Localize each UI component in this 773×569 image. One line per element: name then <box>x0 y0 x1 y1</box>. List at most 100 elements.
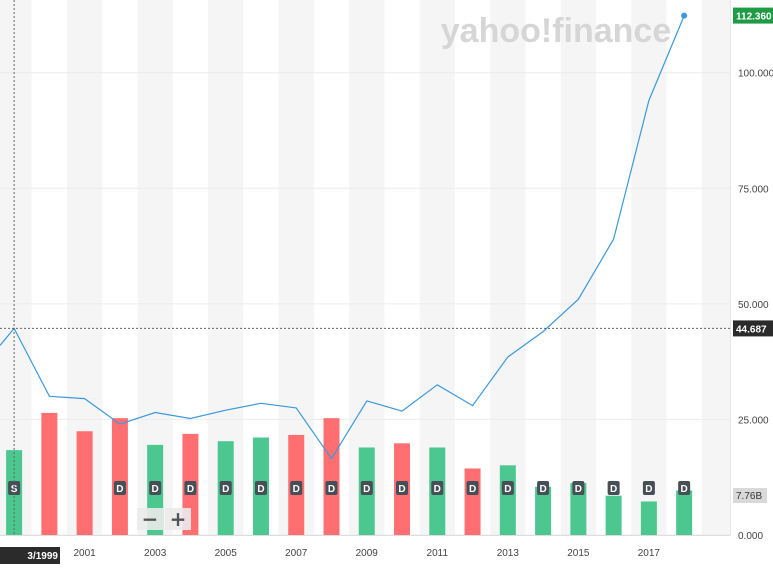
volume-bar <box>676 490 693 535</box>
crosshair-date-label: 3/1999 <box>27 551 58 562</box>
event-marker-box <box>431 481 444 495</box>
event-marker-label: D <box>363 484 370 495</box>
event-markers: SDDDDDDDDDDDDDDDDD <box>8 481 691 495</box>
crosshair-date-box <box>0 547 60 564</box>
event-marker-box <box>360 481 373 495</box>
year-band <box>631 0 667 535</box>
x-tick-label: 2017 <box>638 548 661 559</box>
volume-bar <box>535 486 552 535</box>
y-axis: 0.000 25.000 50.000 75.000 100.000 112.360 7.7… <box>733 7 773 542</box>
x-tick-label: 2011 <box>427 548 449 559</box>
event-marker-label: D <box>222 484 229 495</box>
crosshair-price-label: 44.687 <box>736 324 767 335</box>
event-marker-box <box>113 481 126 495</box>
year-band <box>349 0 385 535</box>
y-tick-label: 0.000 <box>738 531 763 542</box>
event-marker-label: D <box>116 484 123 495</box>
event-marker-box <box>290 481 303 495</box>
event-marker: D <box>537 481 550 495</box>
event-marker-label: D <box>152 484 159 495</box>
event-marker: D <box>219 481 232 495</box>
volume-bar <box>570 483 587 535</box>
event-marker-box <box>325 481 338 495</box>
zoom-out-button[interactable]: − <box>137 508 163 530</box>
event-marker-box <box>678 481 691 495</box>
price-line <box>0 15 685 460</box>
year-band <box>419 0 455 535</box>
x-tick-label: 2007 <box>285 548 308 559</box>
event-marker-box <box>219 481 232 495</box>
event-marker-box <box>607 481 620 495</box>
x-tick-label: 2015 <box>567 548 590 559</box>
x-tick-label: 2005 <box>215 548 238 559</box>
event-marker-label: D <box>293 484 300 495</box>
event-marker: D <box>290 481 303 495</box>
year-band <box>701 0 730 535</box>
event-marker-box <box>572 481 585 495</box>
event-marker-box <box>396 481 409 495</box>
volume-bar <box>323 418 340 535</box>
event-marker: D <box>113 481 126 495</box>
year-band <box>560 0 596 535</box>
event-marker: D <box>149 481 162 495</box>
volume-bar <box>464 468 481 535</box>
x-axis: 2001 2003 2005 2007 2009 2011 2013 2015 2017 <box>0 0 731 559</box>
event-marker-label: D <box>610 484 617 495</box>
event-marker-box <box>184 481 197 495</box>
event-marker-label: D <box>328 484 335 495</box>
y-tick-label: 50.000 <box>738 300 769 311</box>
volume-bar <box>41 412 58 535</box>
zoom-in-button[interactable]: + <box>165 508 191 530</box>
event-marker-label: D <box>434 484 441 495</box>
event-marker: D <box>360 481 373 495</box>
event-marker-label: D <box>575 484 582 495</box>
x-tick-label: 2013 <box>497 548 520 559</box>
y-tick-label: 25.000 <box>738 415 769 426</box>
yahoo-finance-watermark: yahoo!finance <box>441 12 671 50</box>
year-band <box>0 0 32 535</box>
event-marker: D <box>642 481 655 495</box>
event-marker-box <box>466 481 479 495</box>
volume-value-label: 7.76B <box>736 491 762 502</box>
event-marker-box <box>254 481 267 495</box>
last-price-box <box>733 7 773 24</box>
event-marker: D <box>325 481 338 495</box>
event-marker: D <box>396 481 409 495</box>
last-price-label: 112.360 <box>736 12 772 23</box>
volume-bar <box>111 418 128 535</box>
event-marker-label: D <box>257 484 264 495</box>
event-marker-box <box>642 481 655 495</box>
event-marker: D <box>254 481 267 495</box>
y-tick-label: 100.000 <box>738 69 773 80</box>
event-marker: D <box>501 481 514 495</box>
volume-bar <box>499 465 516 535</box>
event-marker: D <box>431 481 444 495</box>
event-marker: D <box>678 481 691 495</box>
event-marker-label: D <box>681 484 688 495</box>
event-marker: D <box>607 481 620 495</box>
event-marker-box <box>537 481 550 495</box>
zoom-controls: − + <box>137 508 191 530</box>
event-marker: D <box>572 481 585 495</box>
event-marker: D <box>184 481 197 495</box>
event-marker-label: D <box>539 484 546 495</box>
event-marker-label: D <box>645 484 652 495</box>
event-marker: D <box>466 481 479 495</box>
volume-bar <box>640 501 657 535</box>
event-marker-label: D <box>187 484 194 495</box>
volume-bar <box>605 495 622 535</box>
crosshair-price-box <box>733 320 773 337</box>
volume-bar <box>76 431 93 535</box>
event-marker-label: D <box>469 484 476 495</box>
y-tick-label: 75.000 <box>738 184 769 195</box>
price-line-layer <box>0 12 688 460</box>
x-tick-label: 2003 <box>144 548 167 559</box>
last-price-dot <box>681 12 688 19</box>
volume-value-box <box>733 488 767 503</box>
event-marker-box <box>501 481 514 495</box>
year-band <box>490 0 526 535</box>
event-marker-label: D <box>398 484 405 495</box>
